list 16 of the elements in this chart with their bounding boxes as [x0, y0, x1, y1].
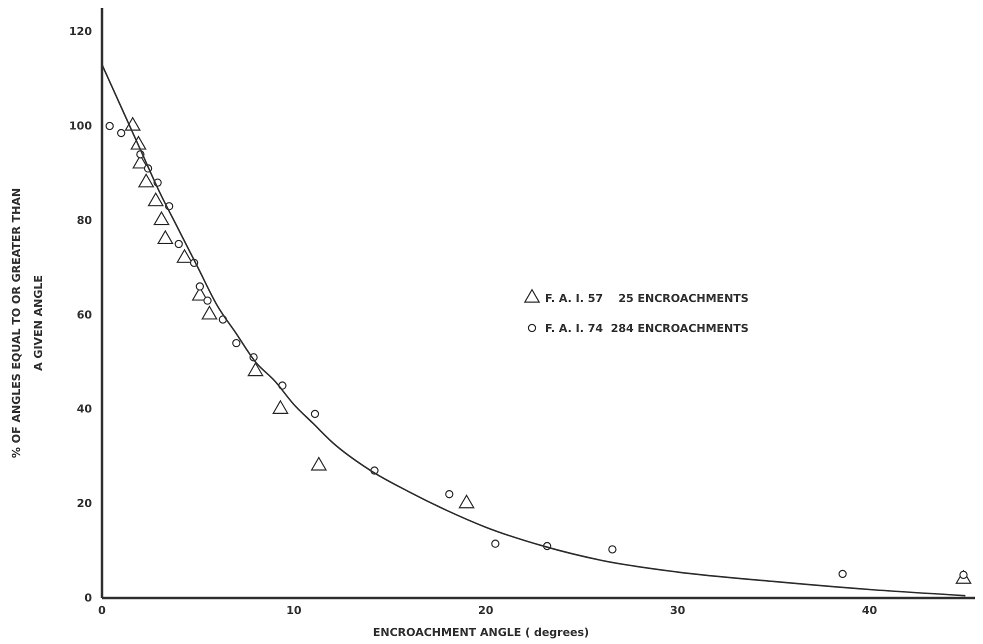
y-tick-label: 100: [69, 120, 92, 133]
x-tick-label: 10: [286, 604, 302, 617]
legend-label: F. A. I. 74 284 ENCROACHMENTS: [545, 322, 749, 335]
x-tick-label: 0: [98, 604, 106, 617]
y-axis-title: % OF ANGLES EQUAL TO OR GREATER THAN A GIVEN ANGLE: [10, 188, 45, 458]
y-tick-label: 60: [76, 308, 92, 322]
y-tick-label: 120: [69, 25, 92, 38]
y-tick-label: 80: [76, 214, 92, 227]
y-tick-label: 0: [84, 592, 92, 605]
y-tick-label: 40: [76, 402, 92, 416]
legend-label: F. A. I. 57 25 ENCROACHMENTS: [545, 292, 749, 305]
x-tick-label: 30: [670, 604, 686, 617]
x-tick-label: 40: [862, 604, 878, 617]
x-axis-title: ENCROACHMENT ANGLE ( degrees): [372, 626, 590, 639]
x-tick-label: 20: [478, 604, 494, 617]
y-tick-label: 20: [76, 497, 92, 510]
